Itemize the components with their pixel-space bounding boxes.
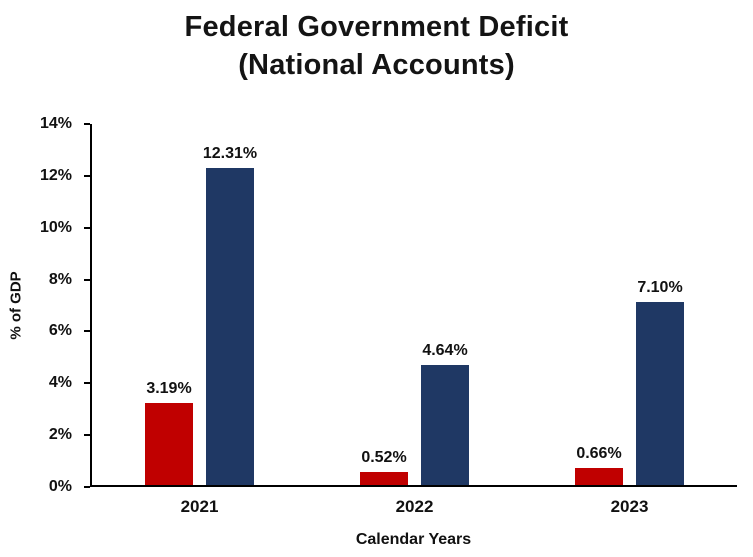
data-label-red-series-2022: 0.52% [361, 448, 407, 466]
y-tick-mark [84, 434, 90, 437]
bar-red-series-2022: 0.52% [360, 449, 408, 485]
y-tick-mark [84, 330, 90, 333]
x-axis-title: Calendar Years [355, 531, 472, 548]
y-tick-mark [84, 382, 90, 385]
bar-navy-series-2021: 12.31% [203, 145, 257, 485]
bar-red-series-2023: 0.66% [575, 445, 623, 485]
y-tick-mark [84, 226, 90, 229]
data-label-navy-series-2021: 12.31% [202, 144, 258, 162]
data-label-red-series-2023: 0.66% [576, 444, 622, 462]
y-tick-mark [84, 174, 90, 177]
x-tick-label-2023: 2023 [610, 497, 649, 516]
plot-area: 3.19% 12.31% 2021 0.52% 4.64% 2022 0.66% 7.10% 2… [90, 124, 737, 516]
y-tick-mark [84, 123, 90, 125]
bar-group-2022: 0.52% 4.64% 2022 [360, 124, 469, 516]
chart-title-line1: Federal Government Deficit [184, 11, 569, 43]
y-tick-label-14%: 14% [39, 115, 72, 132]
y-tick-label-10%: 10% [39, 218, 72, 236]
bar-group-2023: 0.66% 7.10% 2023 [575, 124, 684, 516]
y-tick-label-0%: 0% [48, 478, 72, 495]
y-tick-mark [84, 486, 90, 488]
x-tick-label-2021: 2021 [180, 497, 219, 516]
y-tick-label-2%: 2% [48, 426, 72, 444]
bar-navy-series-2022: 4.64% [421, 342, 469, 485]
chart-title: Federal Government Deficit (National Acc… [0, 8, 753, 85]
y-tick-mark [84, 278, 90, 281]
y-axis-ticks: 0% 2% 4% 6% 8% 10% 12% 14% [0, 115, 90, 495]
data-label-navy-series-2023: 7.10% [637, 278, 683, 296]
data-label-red-series-2021: 3.19% [146, 379, 192, 397]
bar-navy-series-2023: 7.10% [636, 279, 684, 485]
y-tick-label-12%: 12% [39, 166, 72, 184]
y-tick-label-6%: 6% [48, 322, 72, 340]
y-tick-label-4%: 4% [48, 374, 72, 392]
y-tick-label-8%: 8% [48, 270, 72, 288]
bar-group-2021: 3.19% 12.31% 2021 [145, 124, 257, 516]
bar-red-series-2021: 3.19% [145, 380, 193, 485]
chart-title-line2: (National Accounts) [238, 49, 515, 82]
x-tick-label-2022: 2022 [395, 497, 434, 516]
data-label-navy-series-2022: 4.64% [422, 342, 468, 360]
